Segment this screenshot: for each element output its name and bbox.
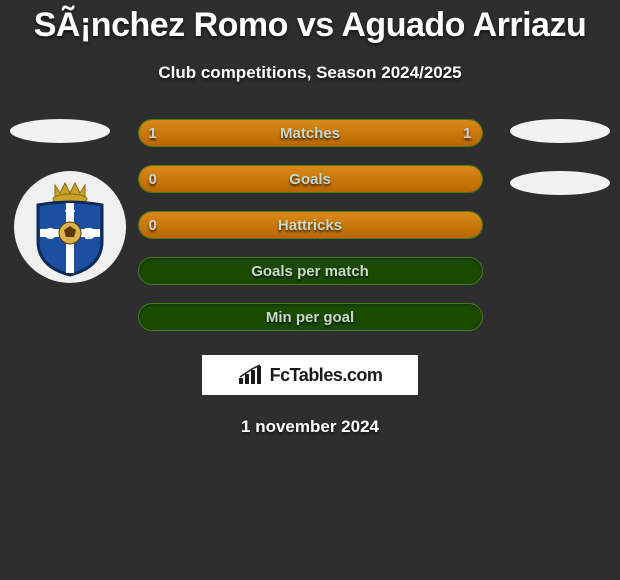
svg-text:D: D — [84, 226, 96, 243]
date-label: 1 november 2024 — [0, 417, 620, 437]
stat-bar-hattricks: 0 Hattricks — [138, 211, 483, 239]
stat-right-value: 1 — [463, 125, 471, 142]
svg-text:C: C — [44, 226, 56, 243]
right-placeholder-1 — [510, 119, 610, 143]
stat-bar-goals: 0 Goals — [138, 165, 483, 193]
stat-left-value: 0 — [149, 171, 157, 188]
page-title: SÃ¡nchez Romo vs Aguado Arriazu — [0, 0, 620, 45]
site-logo-text: FcTables.com — [270, 365, 383, 386]
stat-left-value: 1 — [149, 125, 157, 142]
left-placeholder-1 — [10, 119, 110, 143]
right-placeholder-2 — [510, 171, 610, 195]
bars-icon — [238, 364, 266, 386]
stat-label: Hattricks — [278, 217, 342, 234]
stat-label: Min per goal — [266, 309, 354, 326]
stat-label: Goals per match — [251, 263, 369, 280]
stat-bar-min-per-goal: Min per goal — [138, 303, 483, 331]
stat-left-value: 0 — [149, 217, 157, 234]
stat-bar-goals-per-match: Goals per match — [138, 257, 483, 285]
site-logo: FcTables.com — [202, 355, 418, 395]
stats-area: C T D 1 Matches 1 0 Goals 0 Hattricks — [0, 119, 620, 331]
stat-bars: 1 Matches 1 0 Goals 0 Hattricks Goals pe… — [138, 119, 483, 331]
club-crest: C T D — [14, 171, 126, 283]
svg-text:T: T — [65, 208, 75, 225]
subtitle: Club competitions, Season 2024/2025 — [0, 63, 620, 83]
stat-label: Goals — [289, 171, 331, 188]
stat-label: Matches — [280, 125, 340, 142]
stat-bar-matches: 1 Matches 1 — [138, 119, 483, 147]
